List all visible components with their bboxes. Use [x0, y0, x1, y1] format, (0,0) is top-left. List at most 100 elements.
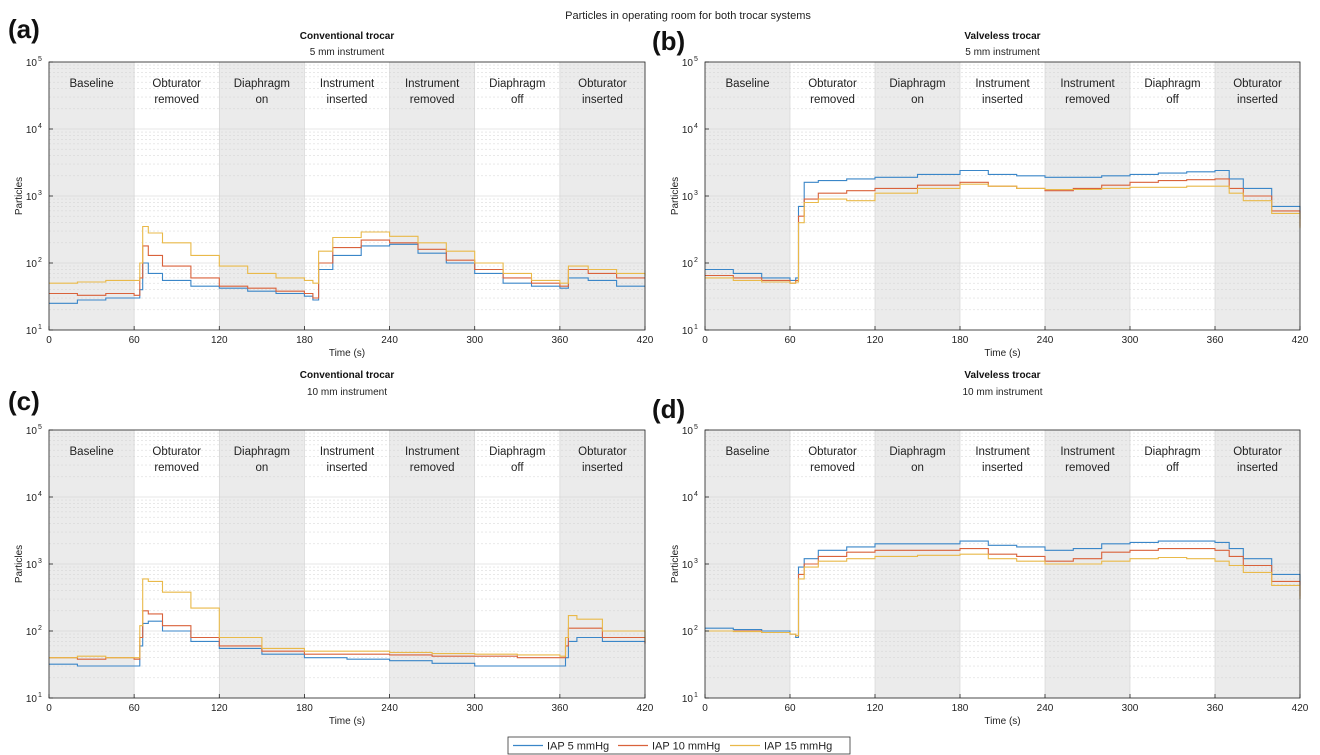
x-tick-label: 180 [952, 335, 969, 346]
y-tick-exponent: 5 [694, 424, 698, 431]
x-tick-label: 60 [784, 703, 796, 714]
x-tick-label: 120 [211, 703, 228, 714]
phase-label-line2: off [511, 94, 524, 106]
panel-letter: (a) [8, 14, 40, 44]
phase-label-line2: inserted [1237, 462, 1278, 474]
y-tick-exponent: 3 [694, 558, 698, 565]
x-tick-label: 300 [1122, 335, 1139, 346]
legend-label-iap-15: IAP 15 mmHg [764, 741, 832, 753]
phase-label: Instrument [320, 78, 375, 90]
phase-label: Obturator [578, 78, 627, 90]
panel-title: Conventional trocar [300, 31, 395, 42]
x-tick-label: 420 [1292, 703, 1309, 714]
phase-label: Obturator [152, 446, 201, 458]
x-tick-label: 60 [129, 335, 141, 346]
y-tick-label: 10 [682, 627, 694, 638]
x-axis-label: Time (s) [329, 716, 365, 727]
phase-label-line2: off [1166, 94, 1179, 106]
phase-label: Diaphragm [234, 446, 290, 458]
phase-label: Baseline [725, 446, 769, 458]
y-tick-exponent: 5 [694, 56, 698, 63]
phase-label-line2: inserted [982, 462, 1023, 474]
legend-box [507, 736, 851, 755]
phase-label: Instrument [975, 446, 1030, 458]
x-axis-label: Time (s) [329, 348, 365, 359]
phase-label: Instrument [1060, 78, 1115, 90]
x-tick-label: 300 [466, 335, 483, 346]
panel-title: Valveless trocar [964, 370, 1040, 381]
series-line-a [49, 225, 646, 284]
y-tick-label: 10 [682, 192, 694, 203]
phase-label-line2: removed [410, 462, 455, 474]
phase-label-line2: off [1166, 462, 1179, 474]
panel-letter: (b) [652, 26, 685, 56]
series-line-c [49, 620, 646, 667]
chart-panel: (c) Conventional trocar 10 mm instrument Ba… [8, 370, 654, 727]
phase-label-line2: on [255, 462, 268, 474]
y-tick-exponent: 1 [38, 692, 42, 699]
y-axis-label: Particles [14, 177, 25, 215]
y-tick-label: 10 [682, 694, 694, 705]
series-line-d [705, 553, 1301, 637]
x-tick-label: 0 [702, 703, 708, 714]
y-tick-label: 10 [26, 694, 38, 705]
y-tick-label: 10 [682, 259, 694, 270]
phase-label-line2: inserted [582, 94, 623, 106]
x-tick-label: 0 [702, 335, 708, 346]
y-tick-exponent: 4 [694, 491, 698, 498]
x-axis-label: Time (s) [984, 716, 1020, 727]
panel-title: Conventional trocar [300, 370, 395, 381]
y-tick-label: 10 [26, 627, 38, 638]
panel-subtitle: 10 mm instrument [307, 387, 387, 398]
phase-label-line2: inserted [582, 462, 623, 474]
y-tick-exponent: 2 [38, 625, 42, 632]
x-tick-label: 120 [867, 703, 884, 714]
phase-label: Obturator [1233, 78, 1282, 90]
x-tick-label: 0 [46, 335, 52, 346]
legend: IAP 5 mmHg IAP 10 mmHg IAP 15 mmHg [507, 736, 851, 755]
phase-label: Baseline [70, 446, 114, 458]
panel-subtitle: 5 mm instrument [310, 47, 385, 58]
series-line-b [705, 183, 1301, 284]
y-tick-label: 10 [682, 125, 694, 136]
phase-label: Diaphragm [489, 78, 545, 90]
x-tick-label: 240 [381, 335, 398, 346]
y-tick-exponent: 2 [694, 625, 698, 632]
phase-label-line2: inserted [327, 462, 368, 474]
series-line-b [705, 169, 1301, 281]
phase-label: Instrument [320, 446, 375, 458]
series-line-c [49, 578, 646, 659]
panel-letter: (d) [652, 394, 685, 424]
phase-label: Instrument [1060, 446, 1115, 458]
phase-label-line2: removed [810, 462, 855, 474]
phase-label: Diaphragm [889, 78, 945, 90]
x-tick-label: 120 [211, 335, 228, 346]
y-tick-label: 10 [26, 125, 38, 136]
y-tick-label: 10 [26, 192, 38, 203]
y-tick-label: 10 [682, 58, 694, 69]
y-tick-exponent: 3 [38, 558, 42, 565]
x-tick-label: 180 [952, 703, 969, 714]
y-tick-label: 10 [26, 560, 38, 571]
x-tick-label: 240 [381, 703, 398, 714]
phase-label: Instrument [405, 78, 460, 90]
x-tick-label: 0 [46, 703, 52, 714]
phase-label-line2: on [911, 462, 924, 474]
phase-label-line2: off [511, 462, 524, 474]
y-axis-label: Particles [670, 177, 681, 215]
phase-label: Baseline [70, 78, 114, 90]
x-tick-label: 360 [552, 703, 569, 714]
y-tick-exponent: 4 [38, 491, 42, 498]
y-tick-exponent: 4 [694, 123, 698, 130]
phase-label: Obturator [152, 78, 201, 90]
phase-label: Diaphragm [489, 446, 545, 458]
x-tick-label: 180 [296, 335, 313, 346]
y-axis-label: Particles [670, 545, 681, 583]
y-tick-exponent: 5 [38, 424, 42, 431]
phase-label: Obturator [808, 78, 857, 90]
x-axis-label: Time (s) [984, 348, 1020, 359]
panel-letter: (c) [8, 386, 40, 416]
phase-label-line2: inserted [1237, 94, 1278, 106]
phase-label: Obturator [808, 446, 857, 458]
